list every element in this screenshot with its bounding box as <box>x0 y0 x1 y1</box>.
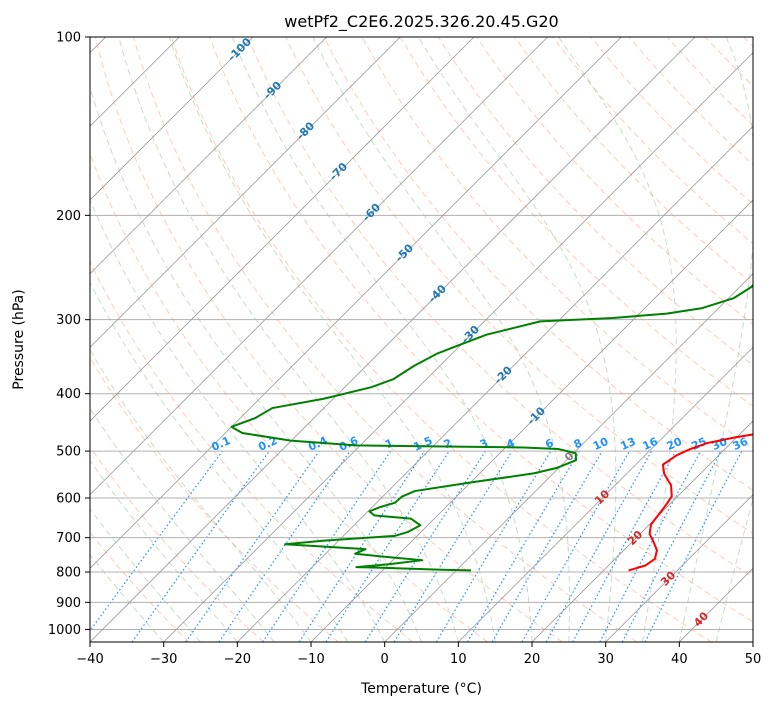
isotherm-line <box>90 37 548 496</box>
moist-adiabat-line <box>90 554 165 642</box>
moist-adiabat-line <box>678 37 753 642</box>
x-tick-label: −20 <box>224 652 251 667</box>
pressure-gridlines <box>90 37 753 630</box>
x-tick-label: −40 <box>76 652 103 667</box>
moist-adiabat-line <box>231 37 533 642</box>
y-axis-ticks: 100 200 300 400 500 600 700 800 900 1000 <box>48 31 90 638</box>
isotherm-line <box>458 346 753 642</box>
isotherm-line <box>90 37 327 275</box>
mixing-ratio-lines <box>90 450 743 642</box>
moist-adiabat-line <box>90 508 201 642</box>
mixing-ratio-line <box>325 450 450 642</box>
plot-frame <box>89 36 754 643</box>
isotherm-line <box>90 37 401 348</box>
x-tick-label: −30 <box>150 652 177 667</box>
y-tick-label: 1000 <box>48 623 81 638</box>
isotherm-line <box>310 199 753 642</box>
chart-title: wetPf2_C2E6.2025.326.20.45.G20 <box>284 12 558 32</box>
dry-adiabat-lines <box>90 37 753 642</box>
isotherm-line <box>90 37 622 569</box>
x-tick-label: −10 <box>297 652 324 667</box>
mixing-ratio-label: 16 <box>641 435 661 453</box>
y-tick-label: 100 <box>56 31 81 46</box>
dry-adiabat-line <box>323 37 753 491</box>
isotherm-line <box>384 273 753 642</box>
mixing-ratio-line <box>218 450 351 642</box>
isotherm-line <box>90 37 254 201</box>
mixing-ratio-line <box>131 450 270 642</box>
dry-adiabat-line <box>247 37 753 578</box>
moist-adiabat-line <box>558 37 677 642</box>
y-tick-label: 700 <box>56 531 81 546</box>
sounding-profiles <box>230 283 753 572</box>
mixing-ratio-line <box>644 450 743 642</box>
moist-adiabat-line <box>418 37 617 642</box>
isotherm-line <box>237 125 753 642</box>
y-tick-label: 800 <box>56 566 81 581</box>
mixing-ratio-line <box>393 450 513 642</box>
isotherm-line <box>90 37 475 422</box>
moist-adiabat-line <box>715 497 753 642</box>
x-tick-label: 40 <box>671 652 688 667</box>
mixing-ratio-line <box>545 450 653 642</box>
isotherm-line <box>90 37 696 642</box>
dry-adiabat-line <box>476 37 753 325</box>
mixing-ratio-label: 13 <box>618 435 637 453</box>
temperature-profile-line <box>628 433 753 572</box>
mixing-ratio-line <box>90 450 223 632</box>
dry-adiabat-line <box>90 356 339 642</box>
y-tick-label: 400 <box>56 387 81 402</box>
mixing-ratio-line <box>298 450 425 642</box>
plot-area: -100-90-80-70-60-50-40-30-20-10010203040… <box>90 37 753 642</box>
x-tick-label: 20 <box>524 652 541 667</box>
mixing-ratio-label: 36 <box>731 435 751 453</box>
mixing-ratio-line <box>185 450 320 642</box>
y-tick-label: 300 <box>56 313 81 328</box>
mixing-ratio-line <box>572 450 677 642</box>
moist-adiabat-line <box>90 85 422 642</box>
dry-adiabat-line <box>209 37 753 623</box>
isotherm-lines <box>90 37 753 642</box>
dewpoint-profile-line <box>230 283 753 572</box>
mixing-ratio-line <box>262 450 392 642</box>
moist-adiabat-line <box>90 198 386 642</box>
y-tick-label: 600 <box>56 492 81 507</box>
isotherm-line <box>163 52 753 642</box>
dry-adiabat-line <box>171 37 713 642</box>
moist-adiabat-line <box>90 281 349 642</box>
isotherm-line <box>531 420 753 642</box>
x-axis-title: Temperature (°C) <box>360 681 482 697</box>
dry-adiabat-line <box>132 37 638 642</box>
x-tick-label: 50 <box>745 652 762 667</box>
x-tick-label: 30 <box>597 652 614 667</box>
dry-adiabat-line <box>90 260 414 642</box>
x-axis-ticks: −40 −30 −20 −10 0 10 20 30 40 50 <box>76 642 761 667</box>
y-tick-label: 200 <box>56 209 81 224</box>
x-tick-label: 10 <box>450 652 467 667</box>
dry-adiabat-line <box>514 37 753 285</box>
y-tick-label: 500 <box>56 445 81 460</box>
dry-adiabat-line <box>90 446 264 642</box>
dry-adiabat-line <box>285 37 753 535</box>
mixing-ratio-label: 10 <box>591 435 611 453</box>
mixing-ratio-line <box>521 450 631 642</box>
moist-adiabat-line <box>90 407 275 642</box>
dry-adiabat-line <box>94 37 563 642</box>
x-tick-label: 0 <box>381 652 389 667</box>
mixing-ratio-label: 20 <box>665 435 685 453</box>
y-tick-label: 900 <box>56 596 81 611</box>
y-axis-title: Pressure (hPa) <box>11 289 27 389</box>
isotherm-line <box>605 494 753 642</box>
moist-adiabat-line <box>90 459 238 642</box>
